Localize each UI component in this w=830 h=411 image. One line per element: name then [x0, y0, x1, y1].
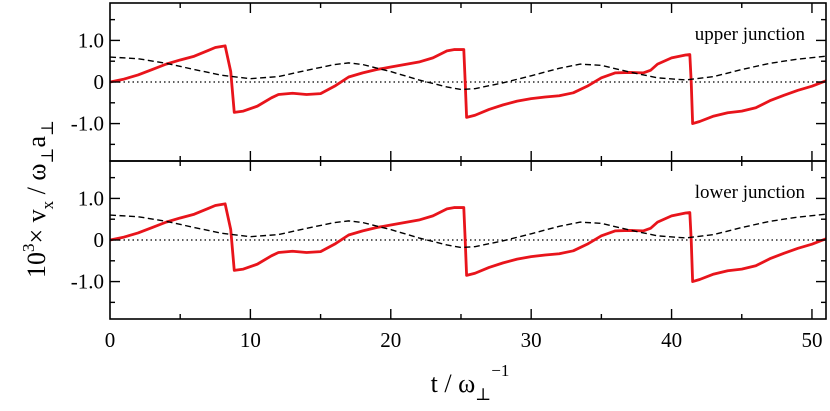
- x-label-exp: −1: [491, 361, 509, 380]
- dashed-series-lower: [110, 213, 826, 249]
- x-tick-label: 50: [801, 328, 822, 352]
- y-label-a: a: [22, 136, 51, 148]
- y-label-sub-x: x: [38, 200, 57, 209]
- panel-annotation-lower: lower junction: [695, 182, 806, 203]
- x-tick-label: 30: [521, 328, 542, 352]
- velocity-series-lower: [110, 202, 826, 283]
- panel-lower: 1.0 0 -1.0 0 10 20 30 40 50 lower junction: [71, 160, 827, 352]
- y-tick-label: 0: [94, 70, 105, 94]
- x-tick-label: 10: [240, 328, 261, 352]
- x-label-sub: ⊥: [475, 385, 491, 404]
- y-tick-label: -1.0: [71, 112, 104, 136]
- x-label-t: t / ω: [431, 369, 476, 398]
- y-tick-label: 1.0: [78, 28, 104, 52]
- x-tick-label: 20: [380, 328, 401, 352]
- y-label-exp: 3: [19, 244, 38, 253]
- y-tick-label: 1.0: [78, 186, 104, 210]
- y-label-omega: / ω: [22, 164, 51, 201]
- panel-upper: 1.0 0 -1.0 upper junction: [71, 2, 827, 162]
- y-axis-label: 103× vx / ω⊥a⊥: [19, 120, 57, 278]
- y-tick-label: -1.0: [71, 270, 104, 294]
- y-label-v: × v: [22, 209, 51, 243]
- y-label-sub-perp2: ⊥: [38, 120, 57, 136]
- x-tick-label: 0: [105, 328, 116, 352]
- velocity-series-upper: [110, 44, 826, 125]
- y-tick-label: 0: [94, 228, 105, 252]
- x-axis-label: t / ω⊥−1: [431, 361, 510, 404]
- y-label-sub-perp: ⊥: [38, 148, 57, 164]
- x-tick-label: 40: [661, 328, 682, 352]
- dashed-series-upper: [110, 55, 826, 91]
- y-label-base: 10: [22, 252, 51, 278]
- panel-annotation-upper: upper junction: [695, 24, 806, 45]
